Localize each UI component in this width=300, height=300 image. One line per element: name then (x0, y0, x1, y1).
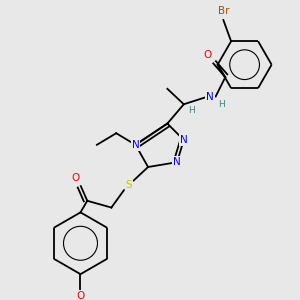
Text: N: N (132, 140, 140, 150)
Text: Br: Br (218, 6, 229, 16)
Text: N: N (173, 157, 181, 167)
Text: N: N (206, 92, 214, 101)
Text: H: H (218, 100, 225, 109)
Text: N: N (180, 135, 188, 145)
Text: H: H (188, 106, 195, 115)
Text: O: O (76, 291, 85, 300)
Text: O: O (204, 50, 212, 60)
Text: O: O (71, 172, 80, 183)
Text: S: S (125, 180, 132, 190)
